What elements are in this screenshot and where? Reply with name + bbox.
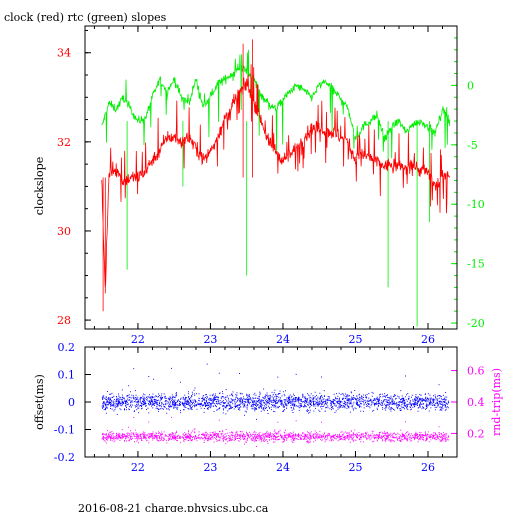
- y2-tick-label: -20: [467, 317, 485, 330]
- y-tick-label: 34: [57, 47, 71, 60]
- y-axis-label-left: clockslope: [33, 157, 46, 215]
- y-tick-label: 0: [68, 396, 75, 409]
- rtc-slope-line: [101, 49, 451, 327]
- offset-plot-frame: [84, 346, 458, 458]
- footer-text: 2016-08-21 charge.physics.ubc.ca: [78, 502, 269, 512]
- y2-tick-label: 0.4: [467, 396, 485, 409]
- x-tick-label: 26: [421, 333, 435, 346]
- y-tick-label: 30: [57, 225, 71, 238]
- clock-slope-line: [101, 39, 450, 312]
- x-tick-label: 24: [276, 333, 290, 346]
- offset-panel: offset(ms) rnd-trip(ms) 22 23 24 25 26 -0.2 -0…: [33, 341, 503, 474]
- x-tick-label: 22: [131, 461, 145, 474]
- x-tick-label: 23: [203, 461, 217, 474]
- y-axis-label-left: offset(ms): [33, 374, 46, 430]
- slope-series: [101, 39, 451, 327]
- y-tick-label: 32: [57, 136, 71, 149]
- y2-tick-label: -10: [467, 198, 485, 211]
- offset-series: [101, 363, 450, 447]
- y-tick-label: -0.1: [54, 424, 75, 437]
- offset-axis-ticks: 22 23 24 25 26 -0.2 -0.1 0 0.1 0.2 0.2 0.4 0.6: [54, 341, 485, 474]
- y2-tick-label: 0.2: [467, 427, 485, 440]
- slope-plot-frame: [84, 25, 458, 330]
- x-tick-label: 23: [203, 333, 217, 346]
- y2-tick-label: -15: [467, 258, 485, 271]
- x-tick-label: 25: [348, 461, 362, 474]
- y-tick-label: 28: [57, 314, 71, 327]
- y-tick-label: 0.1: [58, 369, 76, 382]
- y2-tick-label: 0.6: [467, 365, 485, 378]
- rndtrip-points: [101, 416, 450, 447]
- y2-tick-label: 0: [467, 79, 474, 92]
- y-tick-label: 0.2: [58, 341, 76, 354]
- y-axis-label-right: rnd-trip(ms): [490, 368, 503, 436]
- x-tick-label: 24: [276, 461, 290, 474]
- y-tick-label: -0.2: [54, 451, 75, 464]
- slope-panel: clock (red) rtc (green) slopes clockslop…: [4, 11, 485, 346]
- offset-points: [101, 363, 450, 420]
- x-tick-label: 25: [348, 333, 362, 346]
- x-tick-label: 22: [131, 333, 145, 346]
- chart-title: clock (red) rtc (green) slopes: [4, 11, 167, 24]
- x-tick-label: 26: [421, 461, 435, 474]
- y2-tick-label: -5: [467, 139, 478, 152]
- slope-axis-ticks: 22 23 24 25 26 28 30 32 34 -20 -15 -10 -5 0: [57, 26, 485, 346]
